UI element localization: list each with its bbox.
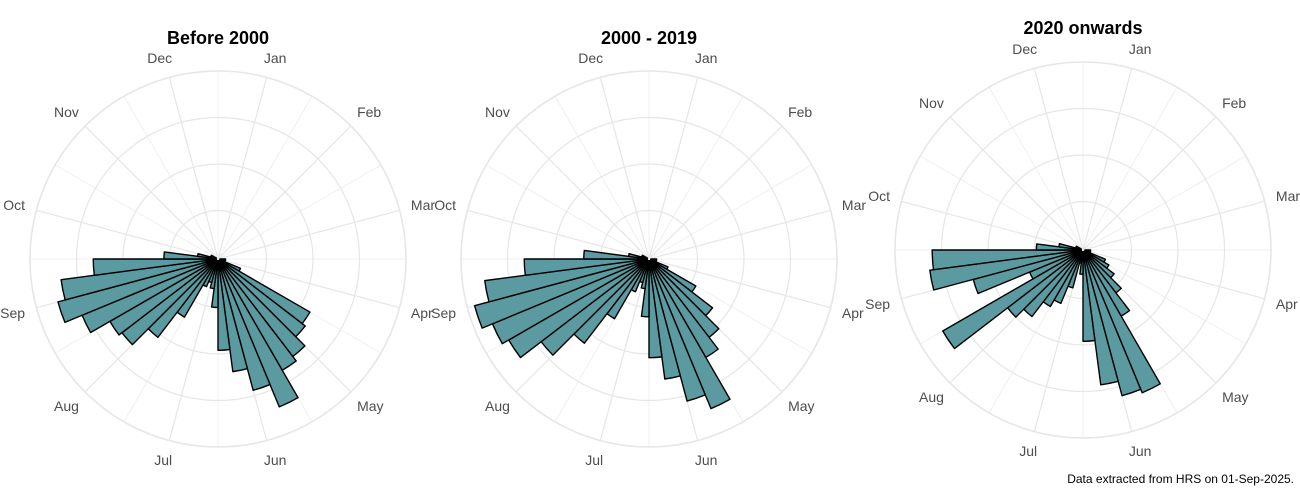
month-label-jun: Jun — [695, 452, 718, 468]
grid-spoke-minor — [554, 96, 650, 260]
month-label-dec: Dec — [1012, 41, 1037, 57]
month-label-jun: Jun — [1129, 443, 1152, 459]
month-label-dec: Dec — [578, 50, 603, 66]
grid-spoke-major — [84, 125, 219, 260]
month-label-apr: Apr — [411, 305, 433, 321]
chart-title: Before 2000 — [167, 28, 269, 48]
month-label-mar: Mar — [1276, 188, 1300, 204]
month-label-jan: Jan — [1129, 41, 1152, 57]
bars — [929, 243, 1161, 397]
month-label-jul: Jul — [154, 452, 172, 468]
month-label-nov: Nov — [919, 95, 944, 111]
month-label-nov: Nov — [485, 104, 510, 120]
grid-spoke-major — [1082, 68, 1133, 251]
grid-spoke-minor — [55, 164, 219, 260]
bar-oct — [641, 254, 648, 259]
bar-oct — [210, 254, 217, 259]
grid-spoke-major — [217, 125, 352, 260]
polar-chart-2: 2000 - 2019 Jan Feb Mar Apr May Jun Jul Aug Sep Oc… — [431, 28, 866, 468]
bar-aug — [942, 250, 1083, 350]
month-label-nov: Nov — [54, 104, 79, 120]
month-label-aug: Aug — [919, 389, 944, 405]
month-label-apr: Apr — [842, 305, 864, 321]
grid-spoke-minor — [648, 164, 812, 260]
polar-chart-1: Before 2000 Jan Feb Mar Apr May Jun Jul Aug Sep Oc… — [0, 28, 435, 468]
grid-spoke-major — [648, 77, 699, 260]
grid-spoke-minor — [123, 96, 219, 260]
grid-spoke-major — [949, 116, 1084, 251]
month-label-jul: Jul — [585, 452, 603, 468]
bar-sep — [931, 249, 1082, 271]
month-label-feb: Feb — [1222, 95, 1246, 111]
month-label-sep: Sep — [865, 296, 890, 312]
month-label-mar: Mar — [411, 197, 435, 213]
month-label-apr: Apr — [1276, 296, 1298, 312]
bar-jun — [1082, 251, 1096, 342]
grid-spoke-major — [36, 209, 219, 260]
grid-spoke-major — [1033, 68, 1084, 251]
grid-spoke-major — [168, 77, 219, 260]
grid-spoke-minor — [1082, 155, 1246, 251]
month-label-sep: Sep — [0, 305, 25, 321]
bars — [57, 251, 311, 408]
grid-spoke-major — [901, 200, 1084, 251]
month-label-jan: Jan — [695, 50, 718, 66]
grid-spoke-minor — [988, 87, 1084, 251]
month-label-may: May — [1222, 389, 1248, 405]
grid-spoke-minor — [648, 96, 744, 260]
month-label-oct: Oct — [3, 197, 25, 213]
grid-spoke-major — [1082, 200, 1265, 251]
grid-spoke-major — [217, 77, 268, 260]
chart-title: 2020 onwards — [1023, 18, 1142, 38]
month-label-jun: Jun — [264, 452, 287, 468]
month-label-aug: Aug — [54, 398, 79, 414]
month-label-feb: Feb — [357, 104, 381, 120]
grid-spoke-major — [648, 125, 783, 260]
grid-spoke-major — [467, 209, 650, 260]
month-label-dec: Dec — [147, 50, 172, 66]
polar-grid — [29, 70, 407, 448]
month-label-feb: Feb — [788, 104, 812, 120]
grid-spoke-major — [599, 77, 650, 260]
grid-spoke-minor — [1082, 249, 1246, 345]
caption: Data extracted from HRS on 01-Sep-2025. — [1067, 472, 1294, 486]
month-label-may: May — [357, 398, 383, 414]
grid-spoke-major — [217, 258, 400, 309]
polar-chart-3: 2020 onwards Jan Feb Mar Apr May Jun Jul Aug Sep O… — [865, 18, 1300, 459]
grid-spoke-major — [168, 258, 219, 441]
grid-spoke-major — [648, 258, 831, 309]
grid-spoke-minor — [1082, 87, 1178, 251]
month-label-jul: Jul — [1019, 443, 1037, 459]
grid-spoke-major — [1082, 249, 1265, 300]
month-label-mar: Mar — [842, 197, 866, 213]
grid-spoke-minor — [920, 155, 1084, 251]
grid-spoke-minor — [486, 164, 650, 260]
month-labels: Jan Feb Mar Apr May Jun Jul Aug Sep Oct Nov Dec — [865, 41, 1300, 459]
month-label-sep: Sep — [431, 305, 456, 321]
grid-spoke-major — [515, 125, 650, 260]
month-label-oct: Oct — [434, 197, 456, 213]
grid-spoke-minor — [217, 96, 313, 260]
chart-title: 2000 - 2019 — [601, 28, 697, 48]
grid-spoke-minor — [217, 164, 381, 260]
bar-oct — [1075, 245, 1082, 250]
polar-grid — [460, 70, 838, 448]
bars — [473, 249, 731, 410]
bar-sep — [92, 258, 217, 276]
grid-spoke-major — [1082, 116, 1217, 251]
grid-spoke-major — [599, 258, 650, 441]
grid-spoke-major — [648, 209, 831, 260]
month-labels: Jan Feb Mar Apr May Jun Jul Aug Sep Oct Nov Dec — [431, 50, 866, 468]
month-label-oct: Oct — [868, 188, 890, 204]
month-labels: Jan Feb Mar Apr May Jun Jul Aug Sep Oct Nov Dec — [0, 50, 435, 468]
month-label-jan: Jan — [264, 50, 287, 66]
month-label-may: May — [788, 398, 814, 414]
grid-spoke-major — [217, 209, 400, 260]
month-label-aug: Aug — [485, 398, 510, 414]
